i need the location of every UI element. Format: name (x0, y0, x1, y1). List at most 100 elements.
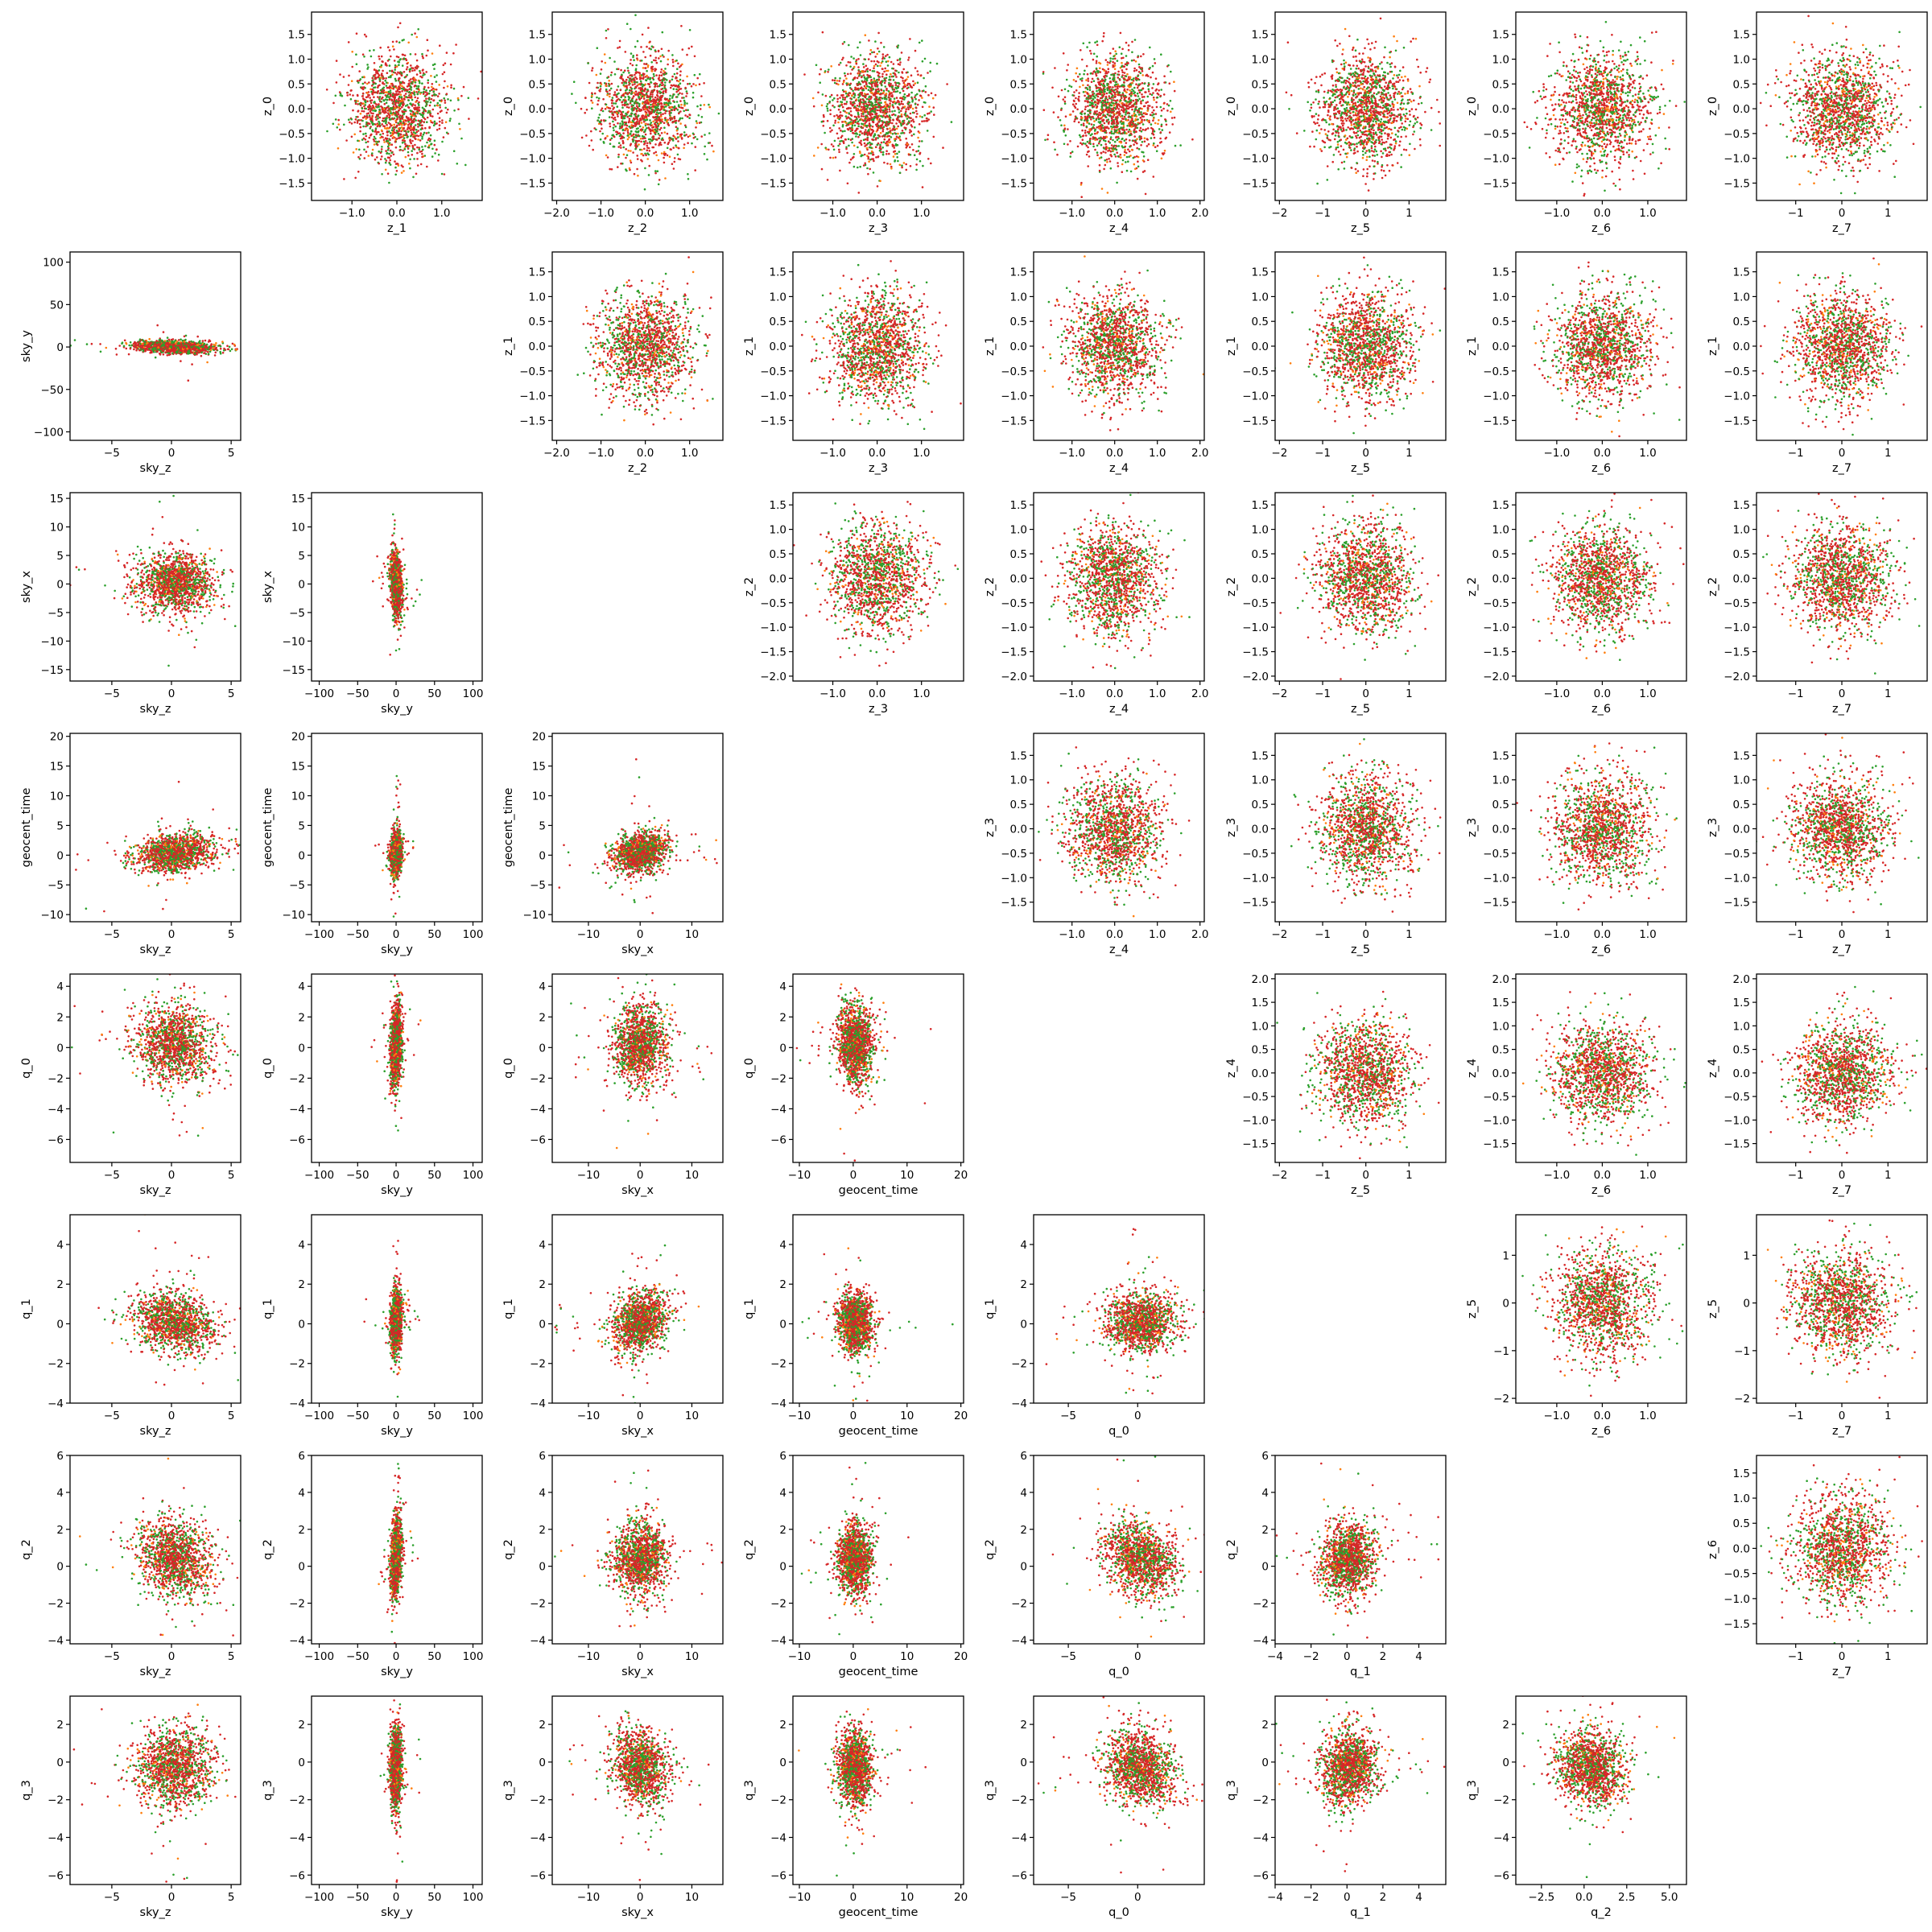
scatter-point (131, 580, 134, 583)
y-tick-label: −5 (289, 607, 305, 620)
scatter-point (157, 346, 159, 349)
scatter-point (156, 561, 159, 564)
scatter-point (126, 562, 129, 564)
scatter-point (195, 591, 197, 593)
scatter-point (221, 838, 224, 840)
scatter-point (35, 563, 38, 565)
scatter-point (194, 857, 196, 859)
scatter-point (200, 611, 202, 613)
scatter-point (142, 576, 144, 579)
scatter-point (138, 559, 141, 562)
scatter-point (161, 568, 163, 570)
scatter-point (157, 597, 159, 599)
scatter-point (114, 597, 116, 600)
scatter-point (155, 609, 157, 612)
scatter-point (393, 568, 395, 571)
scatter-point (182, 831, 184, 833)
scatter-point (142, 587, 145, 589)
scatter-point (391, 535, 394, 537)
scatter-point (204, 564, 206, 566)
scatter-point (402, 587, 405, 589)
scatter-point (392, 514, 394, 516)
scatter-point (247, 351, 250, 353)
scatter-point (198, 587, 200, 589)
scatter-point (128, 345, 130, 347)
scatter-point (178, 601, 180, 603)
scatter-point (142, 867, 144, 869)
scatter-point (395, 650, 398, 652)
scatter-point (192, 348, 194, 350)
scatter-point (200, 596, 203, 598)
scatter-point (85, 907, 88, 910)
scatter-point (174, 485, 176, 487)
scatter-point (167, 564, 170, 567)
scatter-point (162, 516, 164, 518)
scatter-point (153, 598, 155, 601)
scatter-point (139, 601, 142, 604)
scatter-point (184, 568, 186, 571)
scatter-point (215, 352, 217, 354)
scatter-point (137, 601, 139, 603)
scatter-point (149, 609, 151, 612)
scatter-point (188, 345, 190, 347)
scatter-point (159, 339, 161, 341)
scatter-point (396, 624, 398, 626)
scatter-point (135, 568, 138, 570)
scatter-point (144, 341, 147, 344)
scatter-point (123, 564, 126, 567)
scatter-point (227, 349, 229, 351)
scatter-point (192, 820, 194, 823)
y-tick-label: 0 (56, 341, 64, 354)
scatter-point (182, 602, 184, 605)
scatter-point (137, 572, 139, 575)
scatter-point (163, 592, 166, 595)
scatter-point (276, 842, 279, 844)
scatter-point (246, 348, 248, 350)
scatter-point (195, 564, 197, 566)
scatter-point (393, 597, 395, 599)
scatter-point (401, 606, 403, 609)
scatter-point (171, 575, 173, 577)
scatter-point (396, 601, 398, 604)
scatter-point (177, 552, 180, 555)
scatter-point (134, 587, 136, 589)
scatter-point (163, 542, 166, 544)
scatter-point (184, 557, 187, 559)
scatter-point (192, 579, 194, 581)
scatter-point (202, 597, 204, 600)
scatter-point (229, 346, 231, 349)
scatter-point (159, 557, 162, 559)
scatter-point (394, 572, 396, 575)
scatter-point (196, 586, 199, 588)
scatter-point (181, 600, 184, 602)
scatter-point (158, 613, 160, 615)
scatter-point (184, 877, 187, 879)
scatter-point (212, 853, 214, 856)
scatter-point (252, 345, 254, 347)
scatter-point (208, 574, 211, 576)
scatter-point (151, 588, 153, 591)
scatter-point (158, 570, 160, 572)
scatter-point (141, 614, 143, 617)
scatter-point (399, 592, 402, 594)
y-tick-label: 15 (291, 493, 305, 506)
scatter-point (221, 571, 224, 573)
scatter-point (185, 341, 188, 344)
scatter-point (378, 577, 381, 580)
scatter-point (394, 523, 396, 526)
scatter-point (187, 553, 189, 555)
scatter-point (172, 878, 175, 881)
scatter-point (87, 859, 89, 861)
scatter-point (221, 341, 224, 343)
scatter-point (402, 621, 404, 623)
scatter-point (124, 566, 126, 568)
scatter-point (202, 606, 204, 609)
scatter-point (180, 570, 182, 572)
scatter-point (139, 343, 142, 345)
scatter-point (132, 552, 134, 555)
scatter-point (194, 606, 196, 609)
scatter-point (158, 552, 160, 555)
scatter-point (180, 352, 182, 354)
scatter-point (135, 345, 138, 347)
scatter-point (203, 352, 205, 354)
